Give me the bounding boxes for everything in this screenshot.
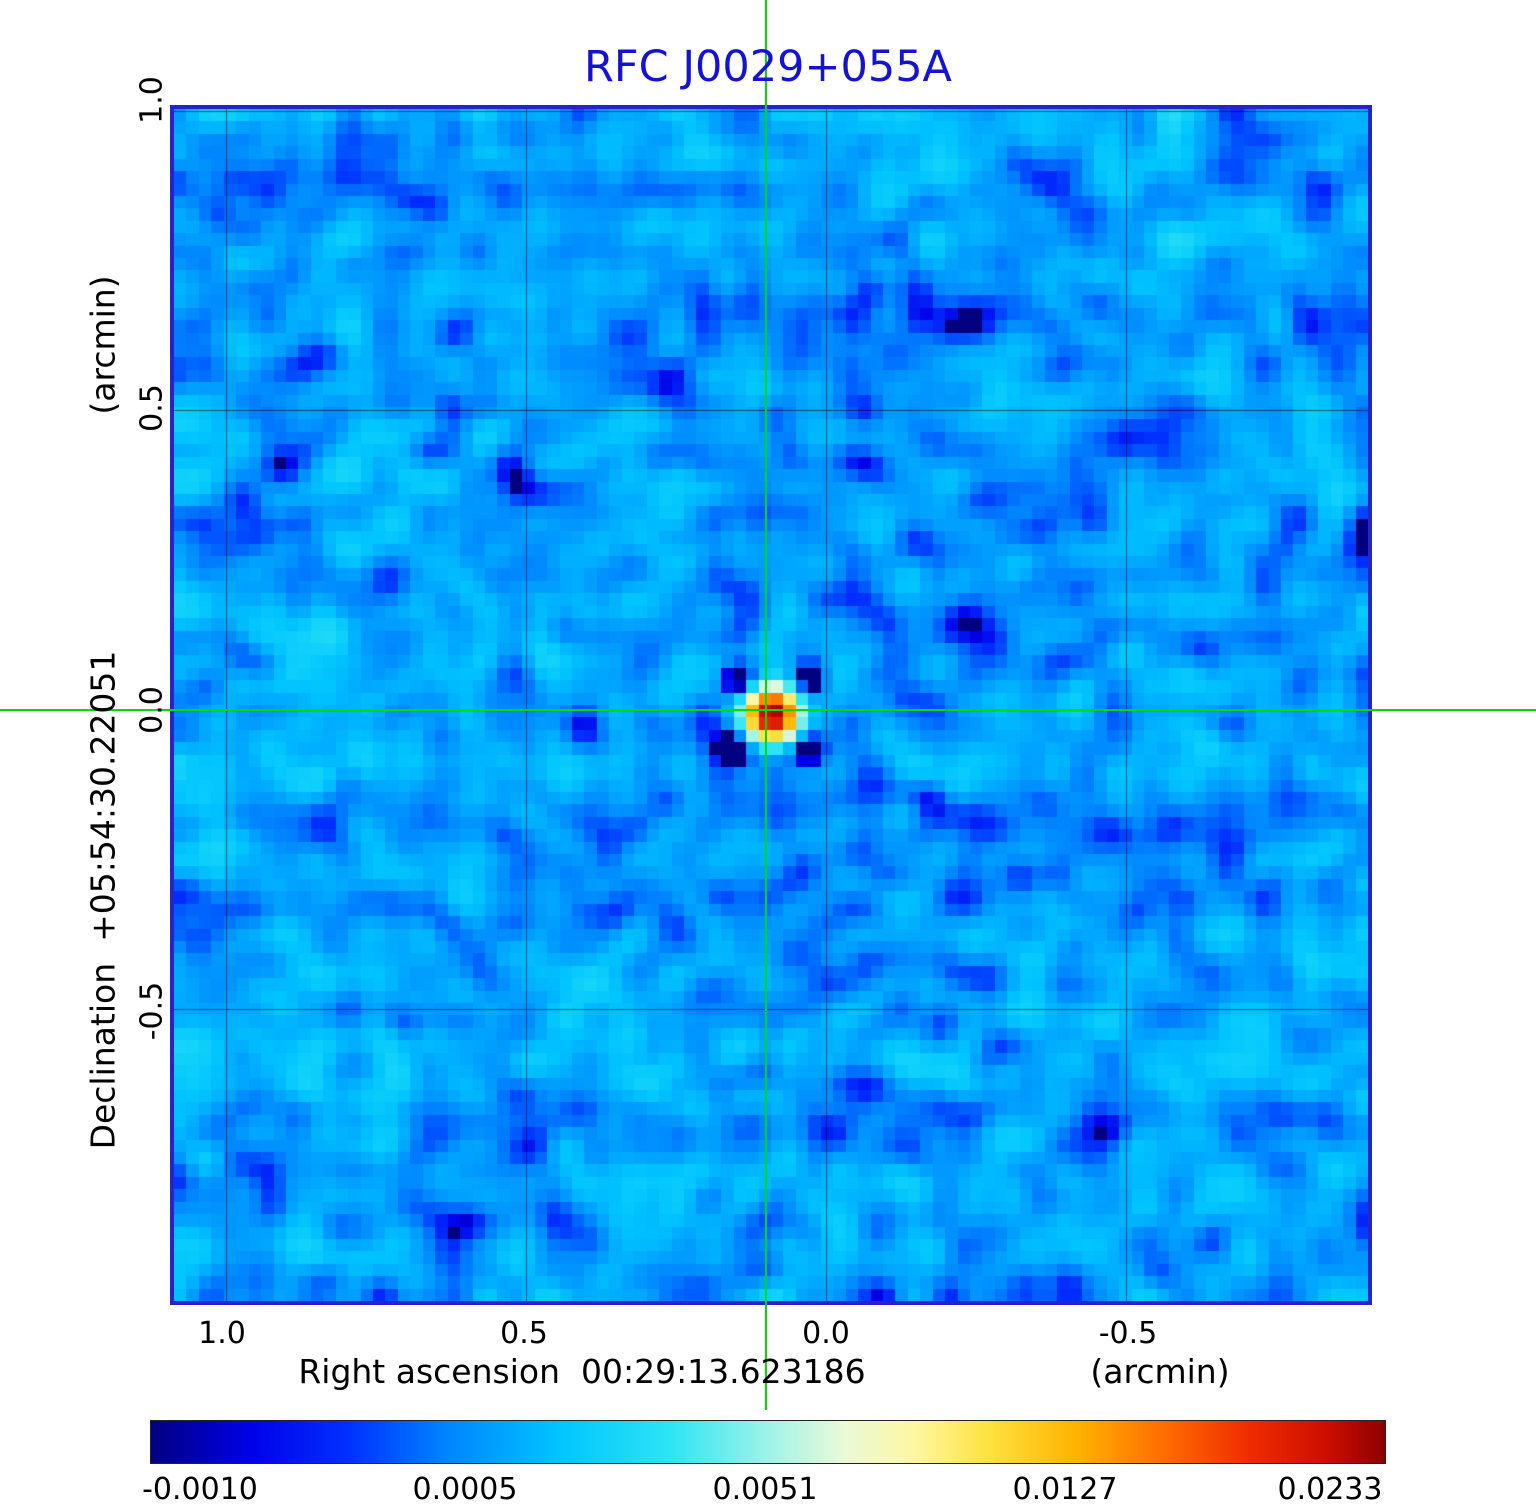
x-axis-title: Right ascension 00:29:13.623186 [298,1352,866,1391]
crosshair-horizontal-line [0,709,1536,711]
colorbar-gradient [150,1420,1386,1464]
sky-map-frame [170,105,1372,1305]
x-tick-label-0.0: 0.0 [802,1316,850,1351]
sky-map-canvas [174,109,1368,1301]
y-tick-label--0.5: -0.5 [134,981,170,1041]
colorbar-tick-label-3: 0.0127 [1012,1472,1118,1507]
y-tick-label-0.0: 0.0 [134,686,170,734]
colorbar-tick-label-0: -0.0010 [142,1472,258,1507]
x-axis-unit-label: (arcmin) [1090,1352,1230,1391]
x-tick-label-1.0: 1.0 [198,1316,246,1351]
y-axis-unit-label: (arcmin) [83,275,123,415]
y-axis-title: Declination +05:54:30.22051 [83,650,123,1150]
x-tick-label-0.5: 0.5 [500,1316,548,1351]
crosshair-vertical-line [765,0,767,1410]
y-tick-label-0.5: 0.5 [134,384,170,432]
x-tick-label--0.5: -0.5 [1098,1316,1158,1351]
colorbar-tick-label-4: 0.0233 [1277,1472,1383,1507]
colorbar-tick-label-2: 0.0051 [712,1472,818,1507]
colorbar-tick-label-1: 0.0005 [412,1472,518,1507]
plot-title: RFC J0029+055A [584,42,952,92]
